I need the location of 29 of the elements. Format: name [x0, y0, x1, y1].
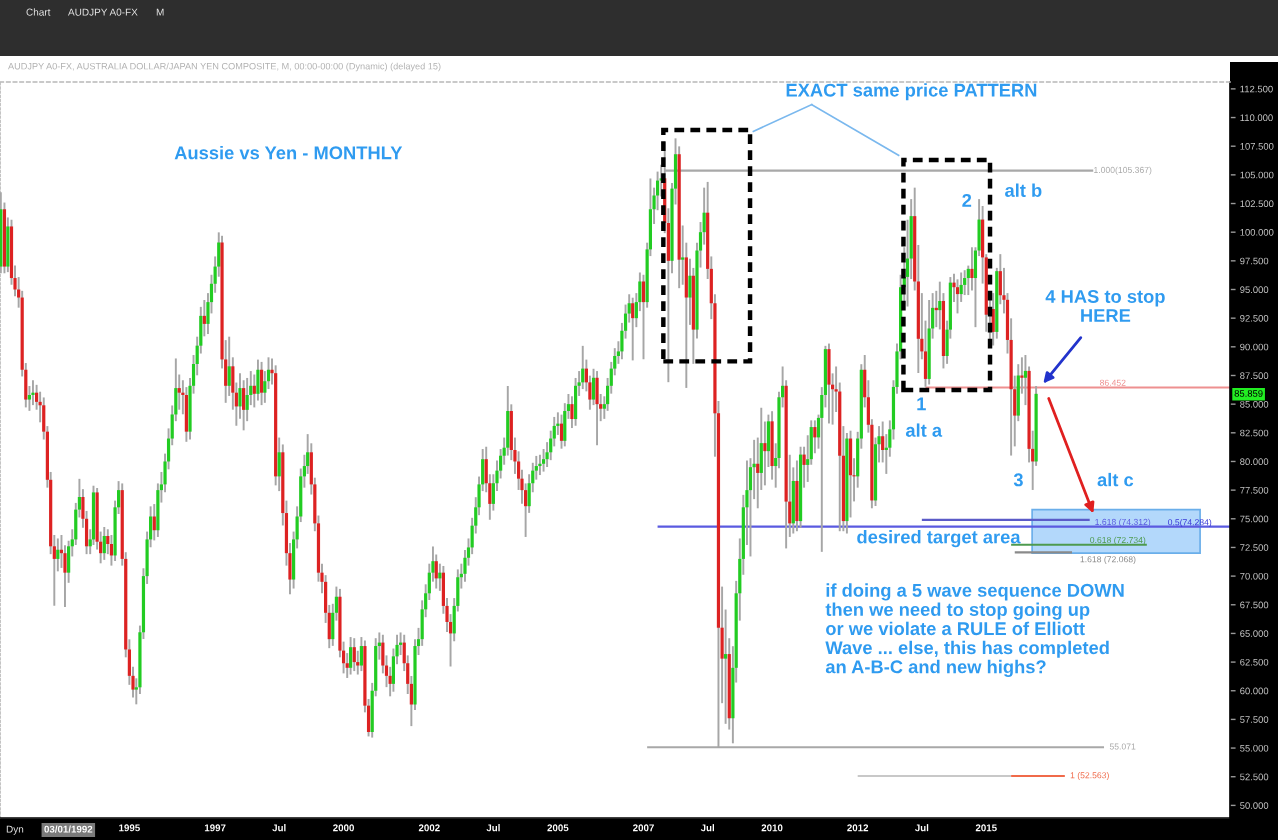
candlestick	[631, 297, 635, 361]
candlestick	[573, 377, 578, 426]
candlestick	[963, 270, 967, 296]
annotation: desired target area	[857, 530, 1021, 548]
candlestick	[434, 554, 438, 589]
candlestick	[31, 380, 35, 406]
candlestick	[245, 377, 249, 422]
annotation: 4 HAS to stop HERE	[1045, 289, 1165, 322]
candlestick	[352, 638, 356, 672]
candlestick	[541, 449, 546, 472]
candlestick	[256, 359, 260, 401]
annotation: 2	[962, 193, 972, 207]
candlestick	[827, 343, 831, 424]
annotation: 3	[1013, 473, 1023, 487]
candlestick	[955, 279, 960, 314]
annotation: 1	[917, 397, 926, 411]
annotation: alt b	[1005, 183, 1042, 197]
candlestick	[349, 637, 353, 675]
annotation: if doing a 5 wave sequence DOWN then we need to stop going up or we violate a RULE of Elliott Wave ... else, this has completed an A-B-C and new highs?	[825, 583, 1124, 678]
candlestick	[538, 454, 542, 476]
candlestick	[242, 380, 246, 431]
annotation: EXACT same price PATTERN	[786, 83, 1037, 101]
annotation: alt a	[905, 423, 943, 437]
candlestick	[102, 526, 106, 560]
text: Aussie vs Yen - MONTHLY	[174, 145, 403, 160]
candlestick	[770, 411, 774, 480]
candlestick	[595, 371, 599, 446]
annotation: alt c	[1097, 472, 1134, 487]
candlestick	[259, 361, 264, 406]
